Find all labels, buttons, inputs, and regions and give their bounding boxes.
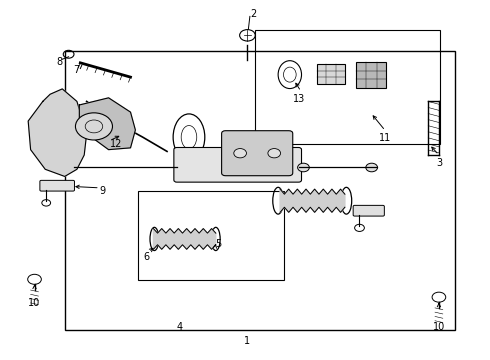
Text: 10: 10 (433, 322, 445, 332)
Bar (255, 30, 440, 144)
FancyBboxPatch shape (353, 205, 384, 216)
Text: 12: 12 (110, 139, 122, 149)
Text: 8: 8 (56, 57, 62, 67)
Text: 9: 9 (100, 186, 106, 196)
Text: 13: 13 (293, 94, 305, 104)
Circle shape (366, 163, 377, 172)
Polygon shape (153, 229, 216, 249)
Text: 11: 11 (379, 133, 392, 143)
Bar (138, 191, 284, 280)
Text: 2: 2 (250, 9, 256, 19)
FancyBboxPatch shape (221, 131, 293, 176)
Circle shape (75, 113, 113, 140)
Text: 1: 1 (245, 337, 250, 346)
Circle shape (297, 163, 309, 172)
Text: 4: 4 (176, 322, 182, 332)
Text: 6: 6 (144, 252, 150, 262)
FancyBboxPatch shape (174, 148, 301, 182)
Polygon shape (79, 98, 135, 150)
Circle shape (268, 149, 281, 158)
Text: 7: 7 (74, 65, 80, 75)
Text: 10: 10 (28, 298, 41, 308)
Text: 5: 5 (215, 239, 221, 249)
Polygon shape (28, 89, 87, 176)
Text: 3: 3 (436, 158, 442, 168)
Bar (317, 64, 345, 84)
Circle shape (234, 149, 246, 158)
Bar (65, 51, 455, 330)
Polygon shape (280, 189, 345, 212)
Bar (356, 62, 386, 88)
FancyBboxPatch shape (40, 180, 74, 191)
